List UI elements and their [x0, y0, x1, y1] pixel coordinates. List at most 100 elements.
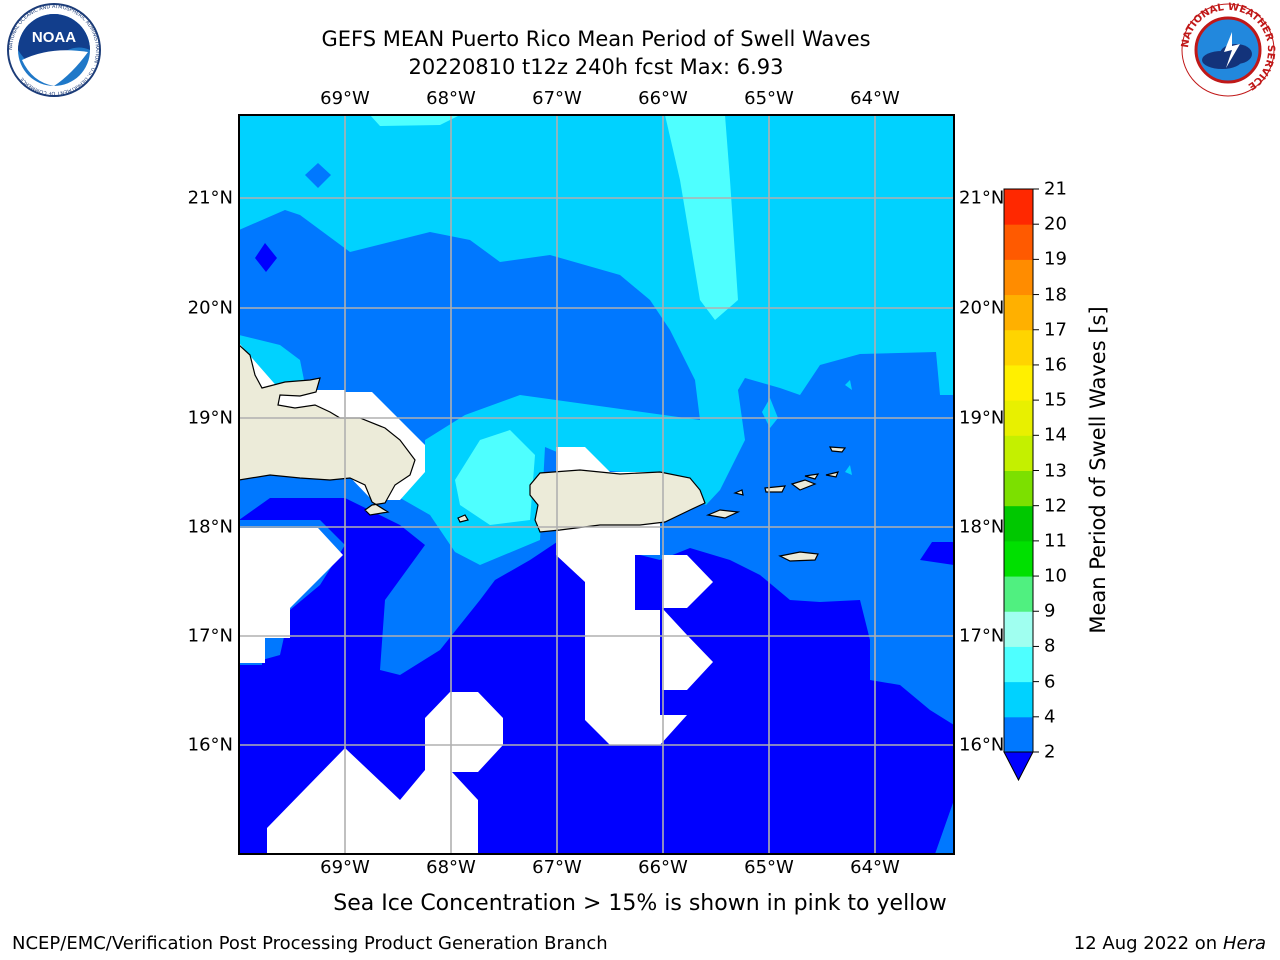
- sea-ice-note: Sea Ice Concentration > 15% is shown in …: [333, 891, 947, 916]
- swell-band-under-east: [920, 542, 954, 565]
- lat-label-left-20: 20°N: [187, 297, 233, 319]
- colorbar-label-9: 9: [1044, 600, 1056, 622]
- nodata-southwest: [267, 748, 345, 854]
- footer-date-text: 12 Aug 2022 on: [1073, 933, 1218, 954]
- colorbar-bin-16-17: [1004, 329, 1033, 366]
- chart-title: GEFS MEAN Puerto Rico Mean Period of Swe…: [321, 27, 871, 51]
- chart-subtitle: 20220810 t12z 240h fcst Max: 6.93: [408, 55, 784, 79]
- footer-machine: Hera: [1222, 933, 1266, 954]
- land-anegada: [828, 446, 847, 453]
- colorbar-bin-4-6: [1004, 681, 1033, 718]
- swell-band-6-8-north: [665, 115, 738, 320]
- nodata-east-2: [662, 608, 713, 690]
- lat-label-right-18: 18°N: [959, 516, 1005, 538]
- lat-label-left-16: 16°N: [187, 734, 233, 756]
- lon-label-bottom-67: 67°W: [532, 857, 582, 878]
- land-bvi-1: [790, 479, 817, 491]
- lon-label-top-64: 64°W: [850, 88, 900, 109]
- colorbar-label-10: 10: [1044, 565, 1067, 587]
- colorbar-label-16: 16: [1044, 354, 1067, 376]
- colorbar-bin-14-15: [1004, 400, 1033, 436]
- swell-speck-3: [845, 465, 852, 475]
- swell-speck-2: [845, 380, 852, 390]
- lon-label-bottom-68: 68°W: [426, 857, 476, 878]
- colorbar-label-8: 8: [1044, 635, 1056, 657]
- noaa-logo: NOAA NATIONAL OCEANIC AND ATMOSPHERIC AD…: [7, 3, 101, 97]
- colorbar-label-14: 14: [1044, 424, 1067, 446]
- colorbar-label-18: 18: [1044, 284, 1067, 306]
- colorbar-label-17: 17: [1044, 319, 1067, 341]
- land-st-croix: [778, 551, 819, 562]
- colorbar-label-6: 6: [1044, 671, 1056, 693]
- land-culebra: [733, 489, 744, 496]
- lat-label-left-17: 17°N: [187, 625, 233, 647]
- colorbar-bin-9-10: [1004, 576, 1033, 612]
- colorbar-label-2: 2: [1044, 741, 1056, 763]
- colorbar-bin-8-9: [1004, 611, 1033, 647]
- graticule: [239, 115, 954, 854]
- land-masses: [239, 344, 847, 562]
- nodata-west: [239, 528, 343, 663]
- lat-label-left-18: 18°N: [187, 516, 233, 538]
- colorbar-label-20: 20: [1044, 213, 1067, 235]
- footer-credit: NCEP/EMC/Verification Post Processing Pr…: [12, 933, 608, 954]
- colorbar-under-extension: [1003, 751, 1034, 782]
- colorbar-bin-13-14: [1004, 435, 1033, 471]
- lat-label-left-21: 21°N: [187, 187, 233, 209]
- land-vieques: [705, 509, 741, 519]
- colorbar-label-15: 15: [1044, 389, 1067, 411]
- lat-label-right-21: 21°N: [959, 187, 1005, 209]
- lat-label-right-17: 17°N: [959, 625, 1005, 647]
- lon-label-top-65: 65°W: [744, 88, 794, 109]
- lon-label-top-66: 66°W: [638, 88, 688, 109]
- colorbar-bin-17-18: [1004, 294, 1033, 331]
- lat-label-right-16: 16°N: [959, 734, 1005, 756]
- lon-label-bottom-64: 64°W: [850, 857, 900, 878]
- colorbar: [1003, 188, 1039, 782]
- colorbar-bin-19-20: [1004, 224, 1033, 260]
- land-bvi-2: [804, 473, 820, 480]
- colorbar-bin-18-19: [1004, 259, 1033, 296]
- map-area: [239, 115, 954, 854]
- swell-band-2-4-speck-2: [789, 493, 804, 508]
- colorbar-title: Mean Period of Swell Waves [s]: [1086, 306, 1110, 634]
- nodata-east-1: [662, 555, 713, 608]
- colorbar-bin-12-13: [1004, 470, 1033, 507]
- swell-band-6-8-mona: [455, 430, 535, 525]
- lon-label-bottom-69: 69°W: [320, 857, 370, 878]
- colorbar-label-21: 21: [1044, 178, 1067, 200]
- land-virgin-gorda: [825, 471, 839, 478]
- land-st-thomas: [764, 485, 787, 493]
- lon-label-top-67: 67°W: [532, 88, 582, 109]
- swell-band-under-northwest: [255, 243, 277, 272]
- lat-label-right-20: 20°N: [959, 297, 1005, 319]
- colorbar-label-12: 12: [1044, 495, 1067, 517]
- swell-band-4-6: [239, 115, 954, 565]
- lon-label-bottom-66: 66°W: [638, 857, 688, 878]
- lon-label-top-69: 69°W: [320, 88, 370, 109]
- footer-date: 12 Aug 2022 on Hera: [1074, 933, 1266, 954]
- colorbar-bin-11-12: [1004, 505, 1033, 542]
- lon-label-top-68: 68°W: [426, 88, 476, 109]
- colorbar-bin-2-4: [1004, 716, 1033, 753]
- colorbar-label-13: 13: [1044, 460, 1067, 481]
- colorbar-bin-15-16: [1004, 364, 1033, 401]
- colorbar-label-19: 19: [1044, 248, 1067, 270]
- colorbar-label-4: 4: [1044, 706, 1056, 728]
- swell-band-2-4-speck: [305, 163, 331, 188]
- land-puerto-rico: [529, 469, 706, 533]
- nws-logo: NATIONAL WEATHER SERVICE: [1180, 2, 1276, 97]
- land-mona-island: [457, 514, 469, 523]
- lat-label-right-19: 19°N: [959, 407, 1005, 429]
- swell-speck-1: [762, 398, 778, 428]
- lon-label-bottom-65: 65°W: [744, 857, 794, 878]
- lat-label-left-19: 19°N: [187, 407, 233, 429]
- land-hispaniola: [239, 344, 416, 516]
- colorbar-label-11: 11: [1044, 530, 1067, 552]
- colorbar-bin-10-11: [1004, 540, 1033, 577]
- nodata-south-central: [345, 692, 503, 854]
- colorbar-bin-6-8: [1004, 646, 1033, 683]
- map-frame: [238, 114, 955, 855]
- noaa-logo-text: NOAA: [32, 29, 76, 46]
